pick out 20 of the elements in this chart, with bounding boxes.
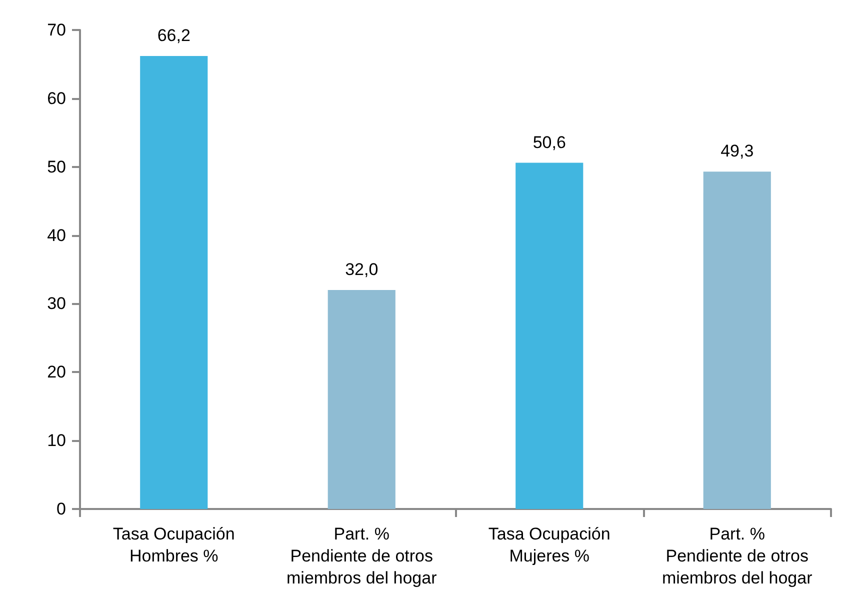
data-label: 49,3 (720, 142, 754, 161)
y-tick-label: 20 (47, 362, 66, 382)
bar (328, 290, 396, 509)
y-tick-label: 10 (47, 431, 66, 450)
x-tick-label: Tasa Ocupación Hombres % (112, 524, 235, 566)
bar (516, 162, 584, 509)
data-label: 66,2 (157, 26, 190, 46)
y-tick-label: 30 (47, 294, 66, 314)
y-tick-label: 0 (56, 500, 66, 518)
x-tick-label: Part. % Pendiente de otros miembros del hogar (662, 524, 813, 588)
bar (703, 172, 771, 509)
y-tick-label: 40 (47, 226, 66, 245)
data-label: 50,6 (532, 132, 566, 152)
x-tick-label: Tasa Ocupación Mujeres % (488, 524, 610, 566)
x-tick-label: Part. % Pendiente de otros miembros del hogar (286, 524, 438, 588)
y-tick-label: 70 (47, 20, 66, 40)
bar (140, 56, 208, 509)
y-tick-label: 60 (47, 88, 66, 108)
data-label: 32,0 (345, 260, 378, 280)
y-tick-label: 50 (47, 157, 66, 176)
